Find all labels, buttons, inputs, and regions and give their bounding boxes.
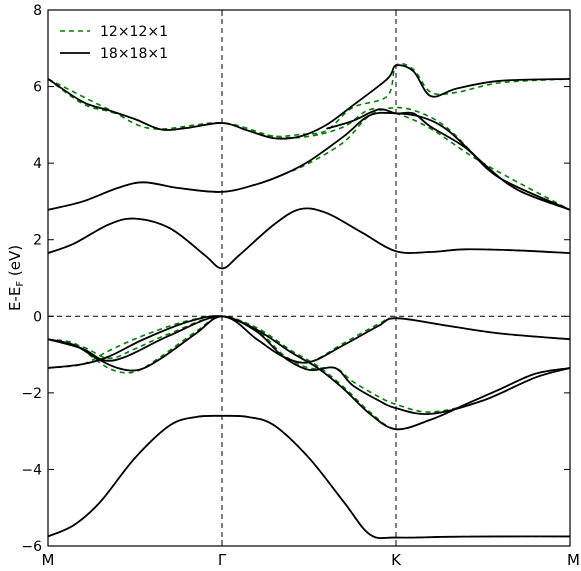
legend: 12×12×1 18×18×1 bbox=[60, 24, 168, 62]
series-layer bbox=[47, 62, 571, 540]
series-1-band-5 bbox=[47, 111, 571, 211]
reference-lines bbox=[48, 10, 570, 546]
y-axis-label-subscript: F bbox=[15, 281, 26, 287]
y-axis-label-main: E-E bbox=[6, 287, 24, 311]
series-0-band-2 bbox=[47, 315, 571, 413]
legend-label-1: 18×18×1 bbox=[100, 46, 168, 62]
series-1 bbox=[47, 64, 571, 540]
y-tick-label: −2 bbox=[21, 386, 42, 402]
plot-border bbox=[47, 9, 571, 547]
y-axis-label-unit: (eV) bbox=[6, 245, 24, 281]
plot-frame bbox=[48, 10, 570, 546]
y-tick-label: −6 bbox=[21, 539, 42, 555]
series-1-band-3 bbox=[47, 315, 571, 364]
series-1-band-4 bbox=[47, 207, 571, 270]
y-tick-label: 6 bbox=[33, 80, 42, 96]
series-1-band-1 bbox=[47, 315, 571, 431]
tick-layer: −6 −4 −2 0 2 4 6 8 M Γ K M bbox=[21, 3, 580, 569]
y-tick-label: 8 bbox=[33, 3, 42, 19]
series-1-band-6 bbox=[47, 64, 571, 140]
plot-area: −6 −4 −2 0 2 4 6 8 M Γ K M bbox=[21, 3, 580, 569]
series-1-band-0 bbox=[47, 414, 571, 540]
series-1-band-7 bbox=[326, 108, 571, 211]
y-tick-label: 0 bbox=[33, 309, 42, 325]
x-tick-label: M bbox=[42, 551, 55, 569]
y-tick-label: −4 bbox=[21, 462, 42, 478]
series-0-band-7 bbox=[47, 78, 571, 211]
legend-label-0: 12×12×1 bbox=[100, 24, 168, 40]
x-tick-label: Γ bbox=[218, 551, 227, 569]
x-tick-label: M bbox=[567, 551, 580, 569]
y-tick-label: 4 bbox=[33, 156, 42, 172]
y-axis-label: E-EF (eV) bbox=[6, 245, 26, 311]
y-tick-label: 2 bbox=[33, 233, 42, 249]
x-tick-label: K bbox=[391, 551, 402, 569]
